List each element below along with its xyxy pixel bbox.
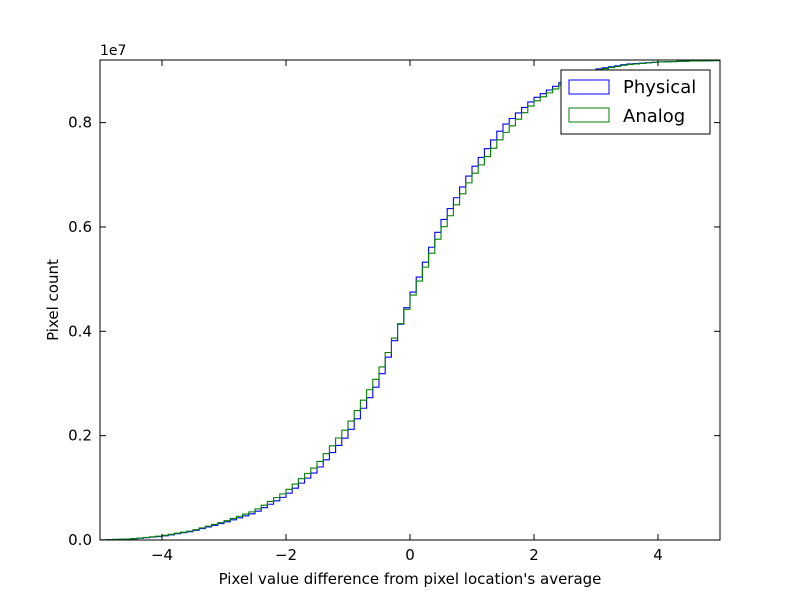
y-axis: 0.0 0.2 0.4 0.6 0.8 — [68, 114, 720, 549]
legend-swatch-analog — [568, 107, 610, 123]
y-offset-text: 1e7 — [100, 43, 126, 59]
x-axis-label: Pixel value difference from pixel locati… — [219, 570, 602, 588]
y-tick-label: 0.8 — [68, 114, 92, 132]
y-tick-label: 0.2 — [68, 427, 92, 445]
x-tick-label: −2 — [275, 546, 297, 564]
x-tick-label: −4 — [151, 546, 173, 564]
y-axis-label: Pixel count — [44, 259, 62, 341]
series-line-analog — [100, 60, 720, 541]
legend[interactable]: Physical Analog — [560, 69, 711, 135]
legend-swatch-physical — [568, 79, 610, 95]
x-tick-label: 2 — [529, 546, 539, 564]
y-tick-label: 0.6 — [68, 218, 92, 236]
legend-label-physical: Physical — [623, 77, 696, 98]
legend-label-analog: Analog — [623, 106, 685, 127]
series-layer — [100, 60, 720, 541]
y-tick-label: 0.0 — [68, 531, 92, 549]
legend-box — [560, 69, 711, 135]
x-tick-label: 4 — [653, 546, 663, 564]
y-tick-label: 0.4 — [68, 322, 92, 340]
x-axis: −4 −2 0 2 4 — [151, 60, 663, 564]
x-tick-label: 0 — [405, 546, 415, 564]
